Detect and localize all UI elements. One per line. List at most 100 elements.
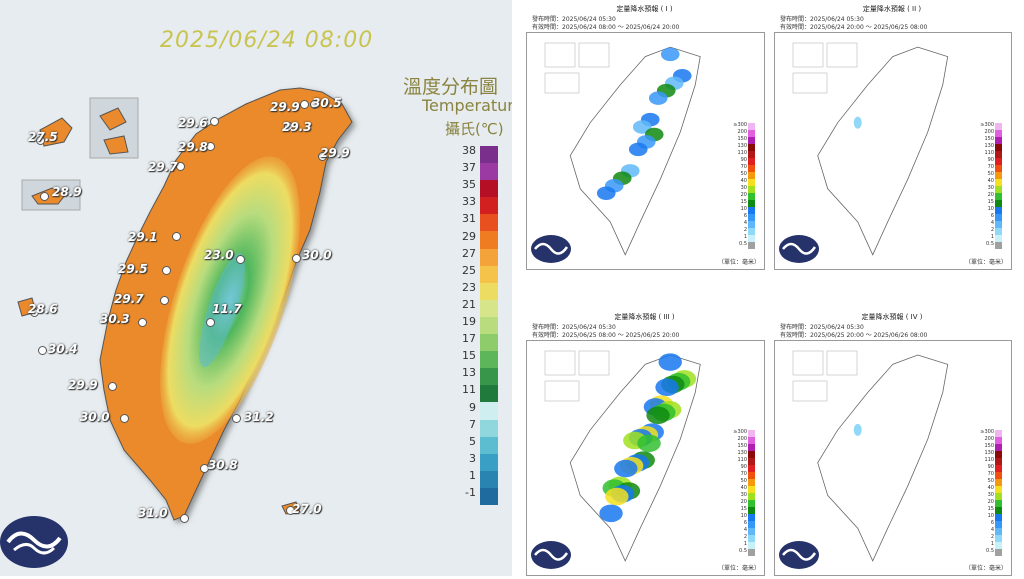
rain-scale-label: 4 xyxy=(743,219,747,226)
station-marker xyxy=(232,414,241,423)
rain-area xyxy=(853,116,862,129)
station-marker xyxy=(206,142,215,151)
rain-scale-cell xyxy=(995,157,1002,165)
rain-scale-cell xyxy=(995,520,1002,528)
temperature-scale-cell xyxy=(480,368,498,386)
temperature-scale-label: 17 xyxy=(462,332,476,346)
station-temperature-label: 30.0 xyxy=(80,410,110,424)
rain-color-scale: ≥300 200 150 130 110 90 70 50 40 30 20 15 10 6 4 2 1 0.5 xyxy=(733,429,755,556)
rain-scale-label: 10 xyxy=(740,512,747,519)
rain-area xyxy=(655,378,679,397)
rain-area xyxy=(596,186,616,200)
rainfall-forecast-grid: 定量降水預報 ( I ) 發布時間：2025/06/24 05:30 有效時間：20… xyxy=(512,0,1024,576)
station-marker xyxy=(286,506,295,515)
rain-scale-label: 70 xyxy=(740,470,747,477)
rain-scale-label: 150 xyxy=(984,442,994,449)
rain-scale-cell xyxy=(748,464,755,472)
station-marker xyxy=(180,514,189,523)
station-marker xyxy=(160,296,169,305)
temperature-scale-label: 38 xyxy=(462,144,476,157)
rain-color-scale: ≥300 200 150 130 110 90 70 50 40 30 20 15 10 6 4 2 1 0.5 xyxy=(980,429,1002,556)
rain-scale-label: 30 xyxy=(740,491,747,498)
rain-scale-label: 200 xyxy=(737,435,747,442)
island-inset-box xyxy=(792,380,828,402)
station-temperature-label: 29.7 xyxy=(114,292,144,306)
rain-scale-cell xyxy=(748,220,755,228)
station-temperature-label: 30.4 xyxy=(48,342,78,356)
rain-panel-meta: 發布時間：2025/06/24 05:30 有效時間：2025/06/25 20:… xyxy=(780,324,927,340)
temperature-scale-label: 27 xyxy=(462,246,476,260)
temperature-scale-cell xyxy=(480,146,498,164)
temperature-scale-label: 1 xyxy=(469,468,476,482)
rain-scale-label: 10 xyxy=(740,205,747,212)
island-inset-box xyxy=(544,380,580,402)
temperature-scale-label: 25 xyxy=(462,263,476,277)
rain-scale-cell xyxy=(995,534,1002,542)
station-temperature-label: 30.8 xyxy=(208,458,238,472)
station-marker xyxy=(172,232,181,241)
station-temperature-label: 30.5 xyxy=(312,96,342,110)
station-temperature-label: 29.8 xyxy=(178,140,208,154)
rain-scale-label: 40 xyxy=(740,177,747,184)
station-temperature-label: 31.2 xyxy=(244,410,274,424)
rain-scale-cell xyxy=(995,234,1002,242)
island-inset-box xyxy=(544,72,580,94)
temperature-scale-cell xyxy=(480,351,498,369)
rain-scale-cell xyxy=(995,164,1002,172)
rain-scale-cell xyxy=(748,122,755,130)
rain-panel-meta: 發布時間：2025/06/24 05:30 有效時間：2025/06/25 08:… xyxy=(532,324,679,340)
rain-panel-meta: 發布時間：2025/06/24 05:30 有效時間：2025/06/24 20:… xyxy=(780,16,927,32)
temperature-scale-label: 7 xyxy=(469,417,476,431)
rain-unit-label: （單位：毫米） xyxy=(964,259,1007,266)
rain-scale-label: 150 xyxy=(984,135,994,142)
rain-scale-label: 1 xyxy=(743,540,747,547)
rain-scale-cell xyxy=(748,541,755,549)
logo xyxy=(0,516,68,568)
rain-scale-cell xyxy=(995,506,1002,514)
temperature-color-scale: 38 37 35 33 31 29 27 25 23 21 19 17 15 13 11 9 7 5 3 1 -1 xyxy=(462,144,498,505)
rain-scale-label: 15 xyxy=(740,505,747,512)
rain-scale-label: ≥300 xyxy=(980,121,994,128)
rain-scale-label: ≥300 xyxy=(980,428,994,435)
taiwan-outline xyxy=(817,354,949,562)
rain-scale-cell xyxy=(995,541,1002,549)
rain-area xyxy=(660,47,680,62)
rain-area xyxy=(599,504,623,523)
rain-scale-cell xyxy=(748,157,755,165)
temperature-scale-cell xyxy=(480,231,498,249)
rain-scale-cell xyxy=(995,548,1002,556)
temperature-scale-label: 35 xyxy=(462,178,476,192)
rain-scale-label: 130 xyxy=(984,449,994,456)
rain-unit-label: （單位：毫米） xyxy=(964,565,1007,572)
temperature-scale-cell xyxy=(480,419,498,437)
rain-scale-cell xyxy=(995,527,1002,535)
rain-scale-cell xyxy=(995,129,1002,137)
issue-time: 發布時間：2025/06/24 05:30 xyxy=(780,324,864,331)
valid-time: 有效時間：2025/06/25 08:00 ～ 2025/06/25 20:00 xyxy=(532,332,680,339)
station-marker xyxy=(138,318,147,327)
station-temperature-label: 30.3 xyxy=(100,312,130,326)
temperature-scale-cell xyxy=(480,282,498,300)
rain-scale-label: 4 xyxy=(743,526,747,533)
rain-unit-label: （單位：毫米） xyxy=(717,259,760,266)
rain-area xyxy=(614,459,638,478)
rain-scale-label: 50 xyxy=(740,477,747,484)
station-temperature-label: 23.0 xyxy=(204,248,234,262)
valid-time: 有效時間：2025/06/24 08:00 ～ 2025/06/24 20:00 xyxy=(532,24,680,31)
temperature-scale-cell xyxy=(480,248,498,266)
rain-scale-cell xyxy=(995,199,1002,207)
rain-area xyxy=(658,353,682,371)
station-temperature-label: 27.0 xyxy=(292,502,322,516)
temperature-scale-cell xyxy=(480,180,498,198)
rain-scale-label: 2 xyxy=(743,533,747,540)
rain-scale-label: 4 xyxy=(990,526,994,533)
rain-scale-cell xyxy=(748,534,755,542)
rain-scale-label: 90 xyxy=(740,156,747,163)
island-inset-box xyxy=(578,350,610,376)
valid-time: 有效時間：2025/06/24 20:00 ～ 2025/06/25 08:00 xyxy=(780,24,928,31)
rain-panel-title: 定量降水預報 ( III ) xyxy=(614,313,675,321)
rain-scale-label: 40 xyxy=(740,484,747,491)
station-marker xyxy=(284,122,293,131)
island-inset-box xyxy=(826,350,858,376)
rain-scale-label: 20 xyxy=(987,191,994,198)
